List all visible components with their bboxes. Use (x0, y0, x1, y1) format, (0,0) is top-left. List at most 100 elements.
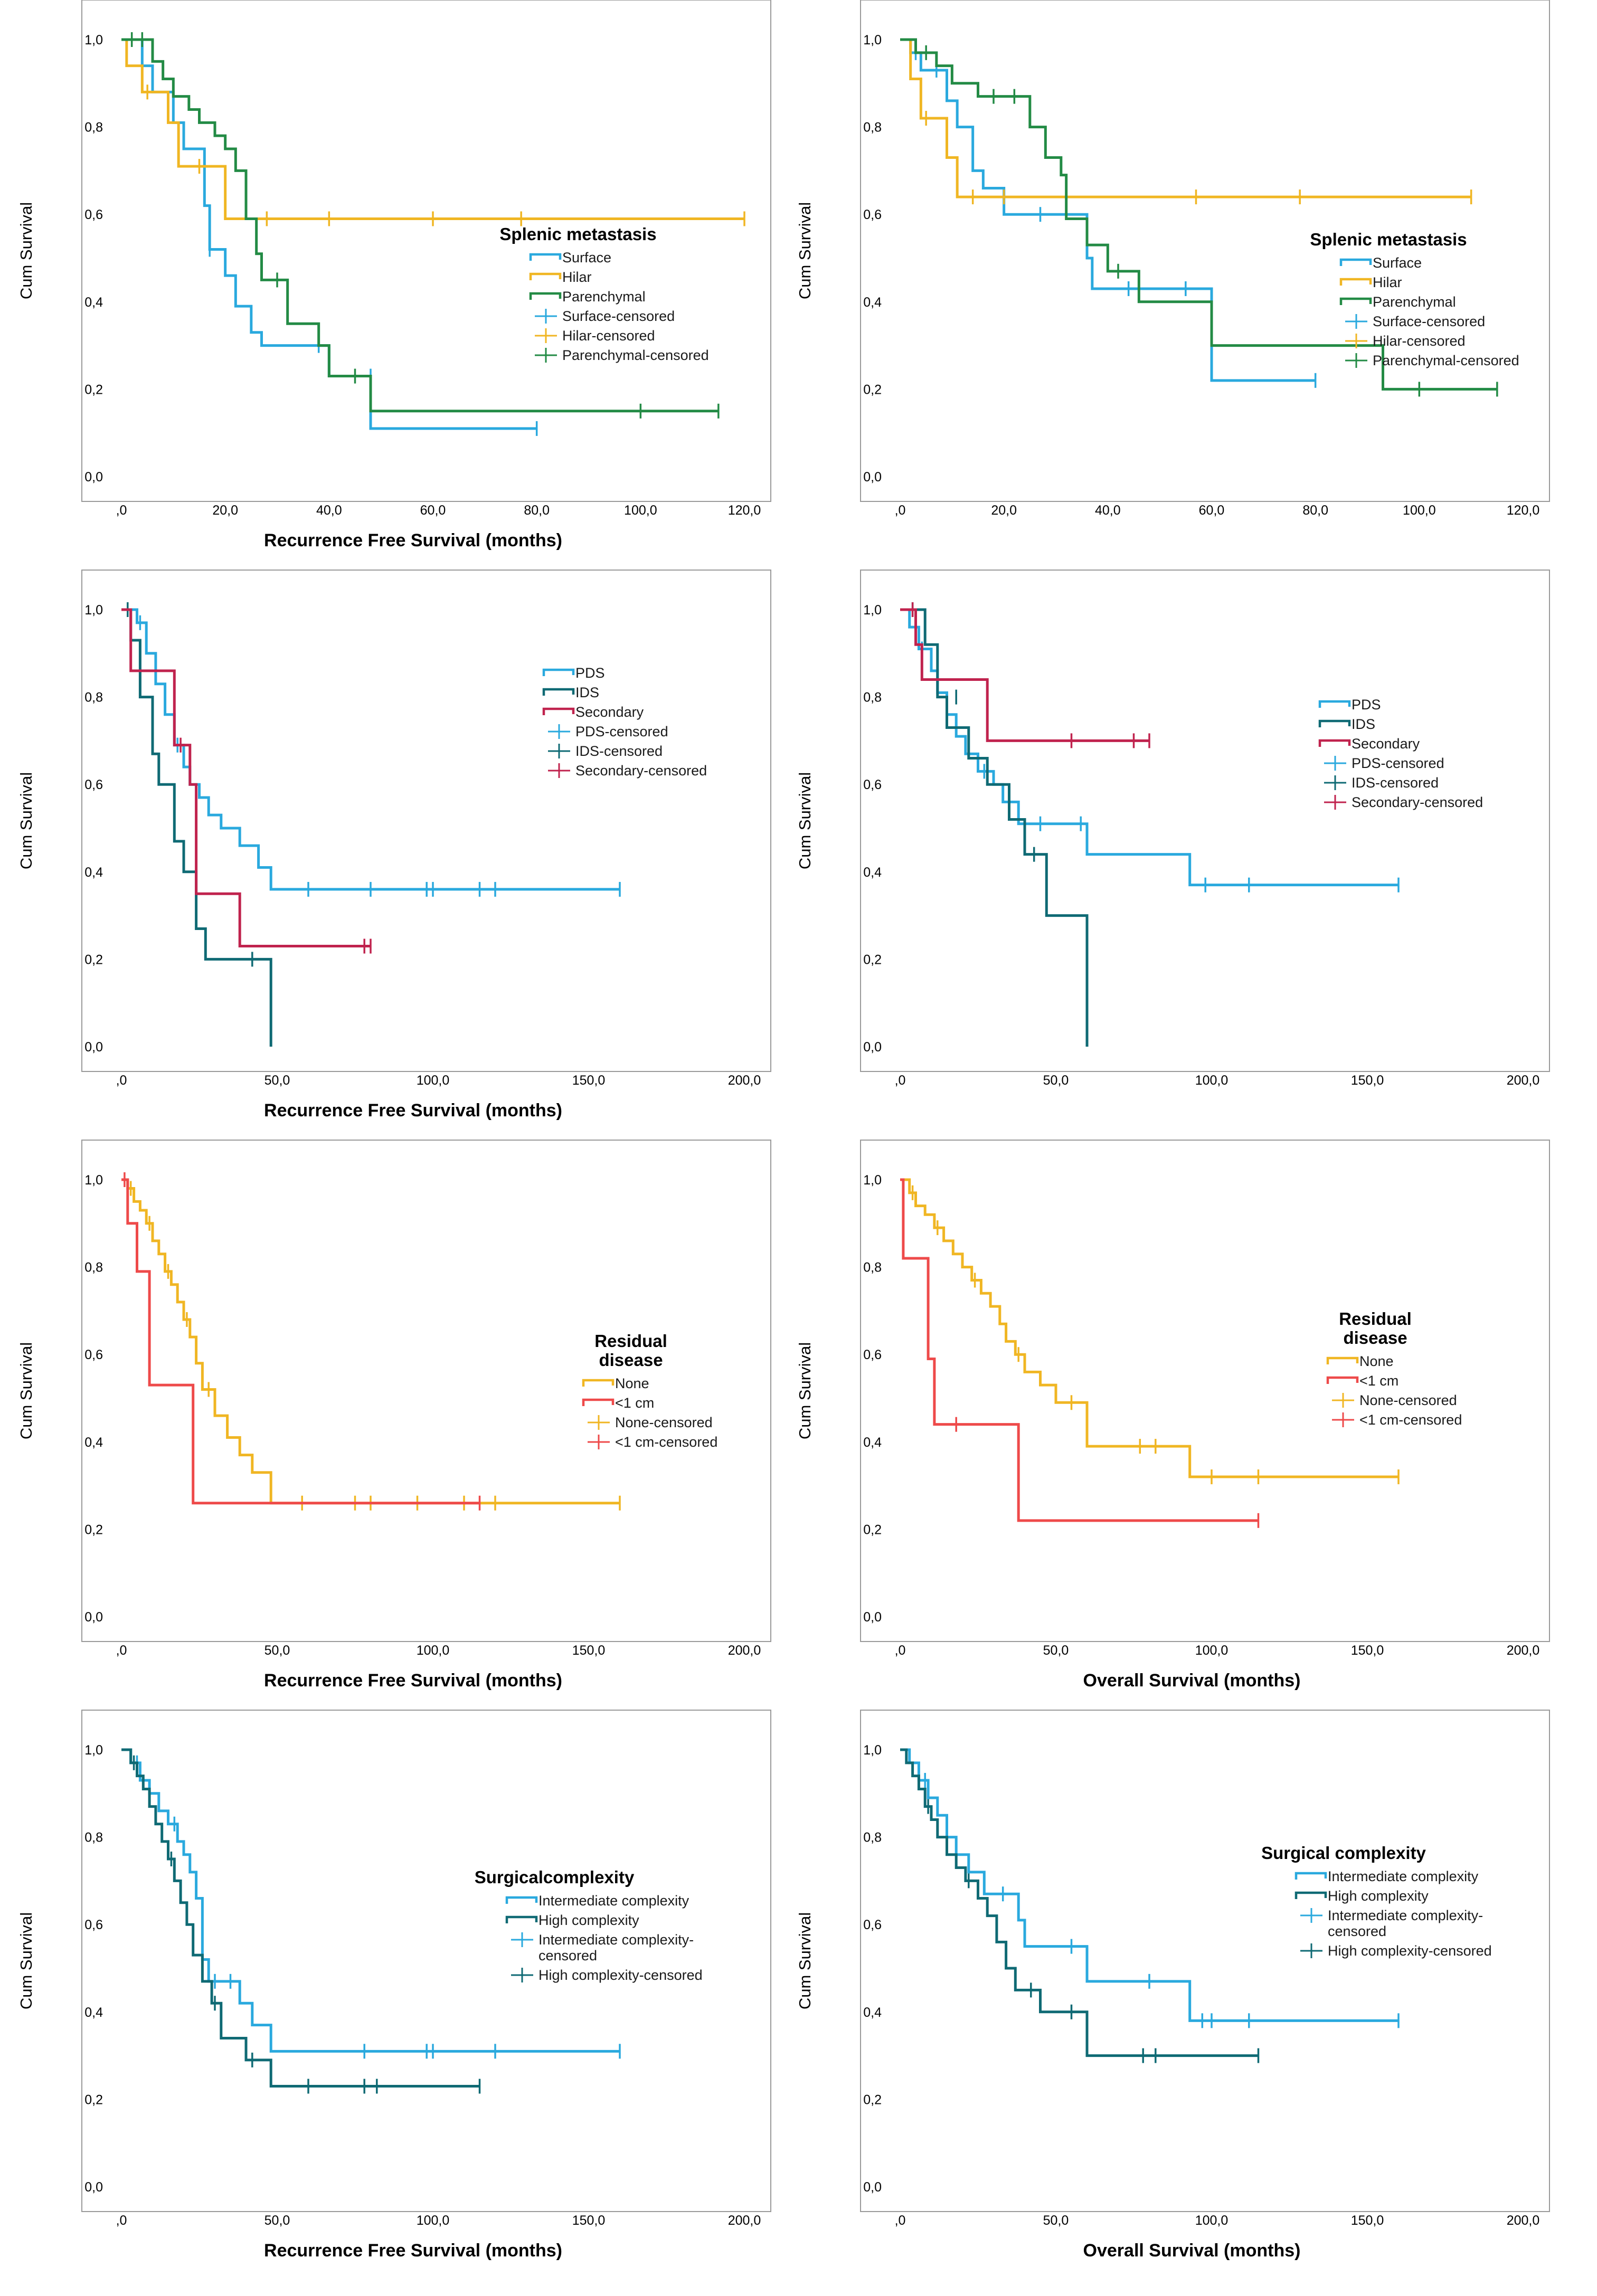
plot-frame (860, 1140, 1550, 1642)
y-tick-label: 0,2 (84, 1522, 103, 1537)
legend-swatch (1294, 1872, 1327, 1880)
y-tick-label: 0,2 (863, 2092, 882, 2107)
x-tick-label: 100,0 (417, 1073, 450, 1088)
y-tick-label: 1,0 (863, 1173, 882, 1188)
y-tick-label: 0,6 (863, 777, 882, 792)
y-tick-label: 0,6 (863, 1918, 882, 1932)
y-tick-label: 0,2 (863, 382, 882, 397)
y-tick-label: 0,2 (84, 2092, 103, 2107)
x-tick-label: 100,0 (1403, 503, 1436, 518)
legend: PDS IDS Secondary PDS-censored IDS-censored S… (1318, 697, 1483, 810)
x-tick-label: 20,0 (991, 503, 1017, 518)
y-tick-label: 0,8 (863, 1260, 882, 1275)
legend-censor-swatch (1332, 1412, 1354, 1427)
legend-label: <1 cm-censored (615, 1434, 717, 1450)
legend-label: PDS-censored (575, 724, 668, 739)
y-tick-label: 0,8 (84, 120, 103, 135)
legend-censor-swatch (1300, 1943, 1322, 1958)
legend-label: IDS (575, 685, 599, 700)
legend-label: Parenchymal-censored (562, 347, 709, 363)
x-tick-label: 120,0 (728, 503, 761, 518)
legend-censor-swatch (535, 309, 557, 324)
legend-title: Surgicalcomplexity (475, 1867, 635, 1887)
legend-label: Surface-censored (562, 308, 675, 324)
plot-frame (860, 1710, 1550, 2212)
legend-label: censored (538, 1948, 597, 1963)
legend-label: Hilar (562, 269, 592, 285)
km-curve--1-cm (121, 1178, 480, 1505)
legend-label: Intermediate complexity- (538, 1932, 694, 1948)
x-tick-label: 80,0 (1302, 503, 1328, 518)
km-panel-7: 0,0 0,2 0,4 0,6 0,8 1,0 ,0 50,0 100,0 150,0 200,0 R… (17, 1710, 771, 2261)
legend-label: Intermediate complexity (1328, 1868, 1479, 1884)
y-axis-label: Cum Survival (796, 1342, 814, 1439)
legend-swatch (1294, 1891, 1327, 1899)
x-tick-label: 40,0 (1095, 503, 1121, 518)
x-tick-label: ,0 (895, 503, 906, 518)
legend-title: disease (1343, 1328, 1407, 1348)
y-tick-label: 0,8 (863, 120, 882, 135)
km-panel-8: 0,0 0,2 0,4 0,6 0,8 1,0 ,0 50,0 100,0 150,0 200,0 O… (796, 1710, 1550, 2261)
x-axis-label: Recurrence Free Survival (months) (264, 1671, 562, 1691)
km-panel-3: 0,0 0,2 0,4 0,6 0,8 1,0 ,0 50,0 100,0 150,0 200,0 R… (17, 570, 771, 1121)
legend-censor-swatch (1300, 1908, 1322, 1923)
x-tick-label: ,0 (116, 1643, 127, 1658)
legend-swatch (542, 688, 575, 696)
y-tick-label: 1,0 (84, 603, 103, 618)
x-tick-label: 200,0 (1507, 1643, 1540, 1658)
x-tick-label: 80,0 (524, 503, 550, 518)
legend-title: Residual (1339, 1309, 1412, 1329)
legend-label: Hilar-censored (1373, 333, 1466, 349)
x-tick-label: 50,0 (1043, 2213, 1069, 2228)
x-tick-label: 120,0 (1507, 503, 1540, 518)
legend-label: None-censored (615, 1415, 713, 1430)
km-curve-ids (121, 608, 272, 1047)
plot-frame (81, 1710, 771, 2212)
y-tick-label: 0,4 (863, 295, 882, 310)
x-tick-label: 60,0 (1199, 503, 1225, 518)
x-axis-label: Recurrence Free Survival (months) (264, 2241, 562, 2261)
x-tick-label: 100,0 (624, 503, 657, 518)
legend-swatch (582, 1379, 615, 1387)
y-axis-label: Cum Survival (17, 1342, 35, 1439)
legend-censor-swatch (511, 1932, 533, 1947)
x-tick-label: 40,0 (316, 503, 342, 518)
legend-label: Intermediate complexity (538, 1893, 689, 1909)
y-axis-label: Cum Survival (796, 1912, 814, 2009)
x-tick-label: 100,0 (417, 1643, 450, 1658)
x-tick-label: 200,0 (728, 1073, 761, 1088)
legend-censor-swatch (1345, 353, 1367, 368)
legend-label: Parenchymal (562, 289, 646, 305)
x-tick-label: 50,0 (264, 2213, 290, 2228)
legend-title: Splenic metastasis (499, 224, 656, 244)
x-tick-label: ,0 (116, 2213, 127, 2228)
legend-label: PDS (575, 665, 605, 681)
y-tick-label: 1,0 (863, 1743, 882, 1758)
legend-swatch (1339, 297, 1372, 305)
y-tick-label: 0,2 (863, 1522, 882, 1537)
legend: Splenic metastasis Surface Hilar Parenchyma… (499, 224, 708, 363)
x-tick-label: ,0 (116, 1073, 127, 1088)
legend-swatch (505, 1915, 538, 1923)
legend-swatch (505, 1896, 538, 1904)
y-tick-label: 0,4 (84, 2005, 103, 2020)
x-tick-label: 150,0 (572, 1073, 606, 1088)
legend-censor-swatch (511, 1968, 533, 1982)
legend-censor-swatch (535, 348, 557, 363)
legend-swatch (1326, 1356, 1359, 1364)
km-curve-secondary (900, 608, 1149, 742)
y-tick-label: 0,2 (84, 952, 103, 967)
legend-label: Surface (1373, 255, 1422, 271)
legend-censor-swatch (588, 1435, 610, 1449)
y-axis-label: Cum Survival (796, 772, 814, 869)
legend-label: <1 cm-censored (1359, 1412, 1462, 1428)
km-curve-hilar (900, 38, 1471, 198)
legend: Splenic metastasis Surface Hilar Parenchyma… (1310, 230, 1519, 368)
y-tick-label: 0,8 (863, 1830, 882, 1845)
km-curve-parenchymal (900, 38, 1497, 391)
y-tick-label: 1,0 (84, 1173, 103, 1188)
y-tick-label: 0,4 (84, 295, 103, 310)
x-axis-label: Recurrence Free Survival (months) (264, 1100, 562, 1121)
